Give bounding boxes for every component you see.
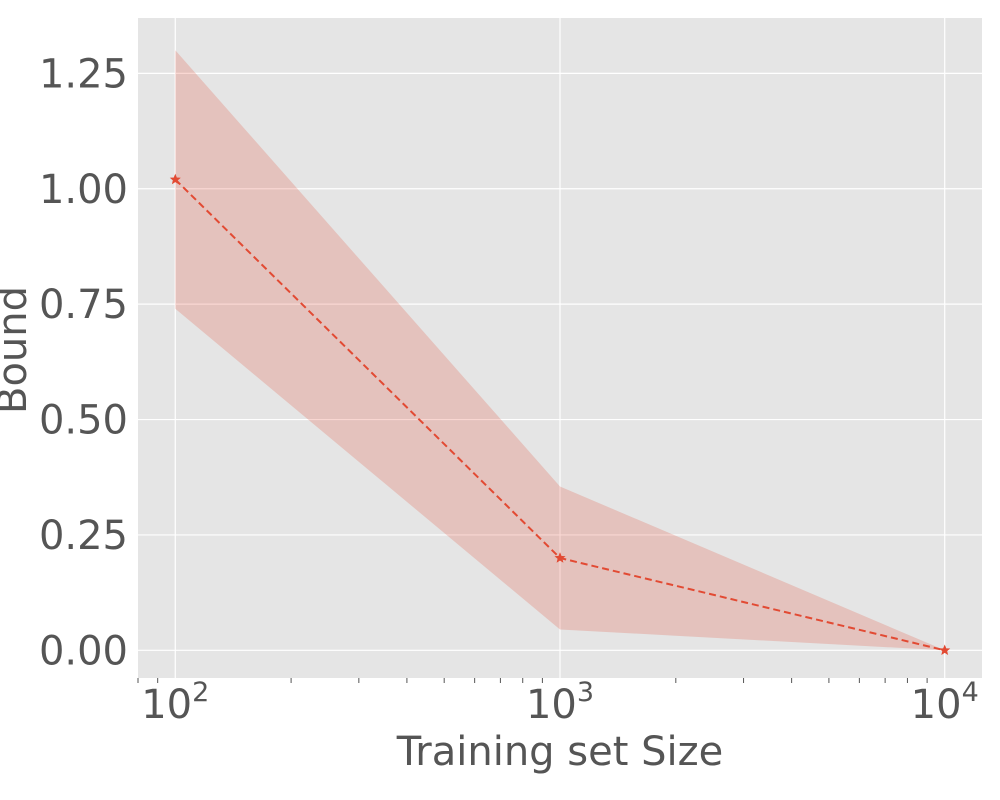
y-tick-label: 0.75 (39, 282, 128, 328)
gridlines (138, 18, 982, 678)
x-tick-exponent: 3 (577, 677, 594, 708)
data-point (169, 173, 181, 185)
x-tick-label: 102 (141, 677, 209, 728)
minor-ticks (137, 678, 928, 683)
x-tick-labels: 102 103 104 (141, 677, 979, 728)
y-tick-label: 0.50 (39, 398, 128, 444)
x-tick-label: 103 (526, 677, 594, 728)
confidence-bands (175, 50, 945, 651)
y-tick-label: 1.25 (39, 51, 128, 97)
y-tick-labels: 0.00 0.25 0.50 0.75 1.00 1.25 (39, 51, 128, 674)
y-axis-label: Bound (0, 286, 36, 414)
data-point (554, 552, 566, 563)
x-tick-exponent: 2 (192, 677, 209, 708)
series-markers (169, 173, 951, 656)
y-tick-label: 0.25 (39, 513, 128, 559)
x-tick-exponent: 4 (962, 677, 979, 708)
data-point (939, 644, 951, 656)
y-tick-label: 1.00 (39, 167, 128, 213)
y-tick-label: 0.00 (39, 628, 128, 674)
x-tick-base: 10 (911, 682, 962, 728)
confidence-band (175, 50, 945, 651)
x-tick-base: 10 (526, 682, 577, 728)
x-tick-label: 104 (911, 677, 979, 728)
x-axis-label: Training set Size (396, 729, 724, 775)
x-tick-base: 10 (141, 682, 192, 728)
